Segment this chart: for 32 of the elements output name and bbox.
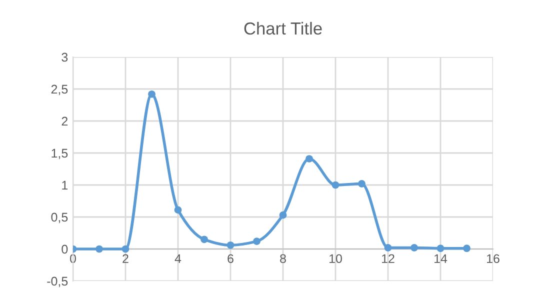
x-tick-label: 10: [330, 254, 342, 264]
x-tick-label: 4: [174, 254, 182, 263]
point: [332, 181, 340, 189]
x-tick-label: 8: [280, 254, 286, 264]
x-tick-label: 2: [122, 254, 128, 263]
point: [384, 244, 392, 252]
point: [253, 238, 260, 245]
point: [200, 236, 208, 244]
point: [148, 90, 156, 98]
y-tick-label: 2: [62, 116, 68, 126]
y-tick-label: 0: [62, 244, 68, 254]
point: [436, 244, 444, 252]
y-tick-label: -0,5: [47, 276, 68, 288]
point: [174, 206, 182, 214]
y-tick-label: 3: [62, 52, 68, 62]
point: [410, 244, 418, 252]
x-tick-label: 6: [228, 254, 234, 264]
y-tick-label: 1: [62, 180, 68, 190]
chart-title: Chart Title: [244, 22, 322, 35]
point: [122, 245, 130, 253]
point: [463, 244, 470, 252]
x-tick-label: 14: [434, 254, 448, 263]
point: [226, 241, 234, 249]
y-tick-label: 0,5: [51, 212, 68, 224]
point: [306, 155, 313, 162]
point: [279, 211, 287, 219]
point: [96, 245, 103, 253]
x-tick-label: 16: [487, 254, 500, 264]
y-tick-label: 2,5: [51, 84, 68, 96]
point: [358, 180, 366, 188]
y-tick-label: 1,5: [52, 148, 68, 160]
x-tick-label: 12: [382, 254, 394, 263]
